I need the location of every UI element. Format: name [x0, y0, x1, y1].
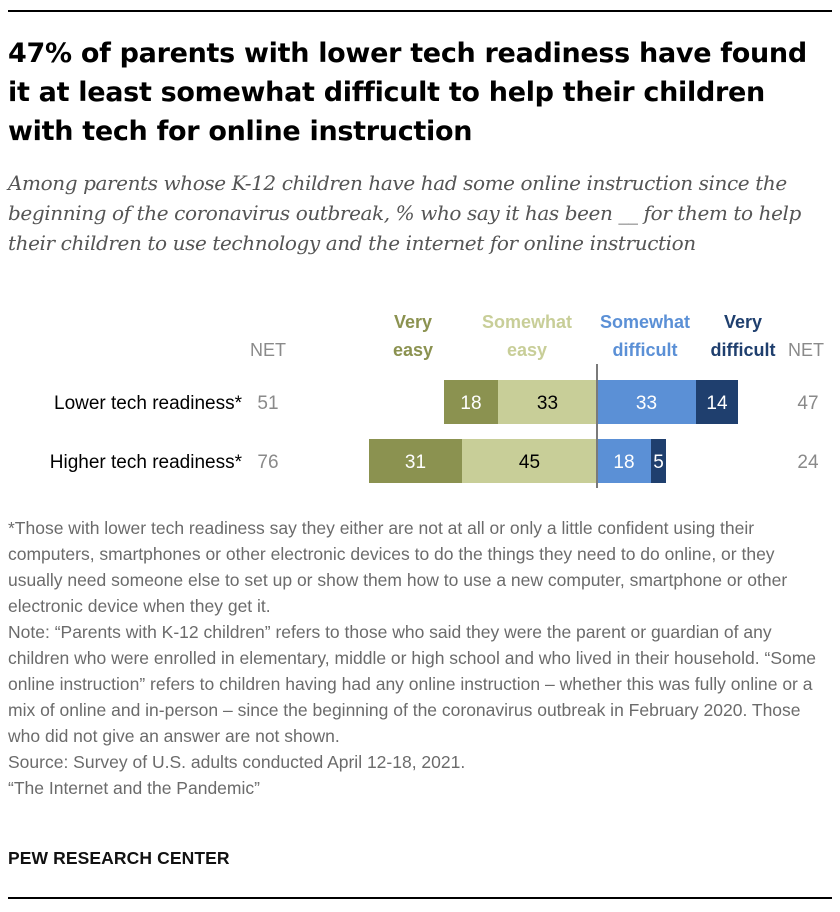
legend-item-3-line-1: Somewhat: [600, 312, 690, 332]
bar-3: [597, 380, 696, 424]
legend-item-4: Very difficult: [711, 312, 776, 360]
net-header-easy: NET: [250, 340, 286, 360]
bar-value-label: 33: [537, 393, 558, 414]
net-difficult-value: 24: [797, 452, 819, 473]
footnote-asterisk: *Those with lower tech readiness say the…: [8, 518, 788, 616]
bar-value-label: 5: [653, 452, 664, 473]
bar-1: [444, 380, 498, 424]
legend-item-4-line-1: Very: [724, 312, 762, 332]
row-2: Higher tech readiness* 76 45 31 18 5 24: [50, 439, 819, 483]
chart-subtitle: Among parents whose K-12 children have h…: [8, 171, 801, 255]
legend-item-1-line-2: easy: [393, 340, 433, 360]
net-difficult-value: 47: [797, 393, 818, 414]
net-easy-value: 51: [257, 393, 278, 414]
footnote-report: “The Internet and the Pandemic”: [8, 778, 260, 798]
bar-2: [498, 380, 597, 424]
bar-value-label: 33: [636, 393, 657, 414]
legend-item-3: Somewhat difficult: [600, 312, 690, 360]
legend-item-1-line-1: Very: [394, 312, 432, 332]
net-header-difficult: NET: [788, 340, 824, 360]
bar-value-label: 14: [706, 393, 728, 414]
brand-logo: PEW RESEARCH CENTER: [8, 848, 230, 868]
bar-2: [462, 439, 597, 483]
top-rule: [8, 10, 832, 12]
bar-1: [369, 439, 462, 483]
category-label: Lower tech readiness*: [54, 393, 243, 414]
chart-title: 47% of parents with lower tech readiness…: [8, 38, 807, 147]
bar-4: [696, 380, 738, 424]
category-label: Higher tech readiness*: [50, 452, 243, 473]
legend-item-4-line-2: difficult: [711, 340, 776, 360]
bar-value-label: 45: [519, 452, 540, 473]
legend-item-2-line-1: Somewhat: [482, 312, 572, 332]
legend-item-1: Very easy: [393, 312, 433, 360]
bar-value-label: 31: [405, 452, 426, 473]
chart-rows: Lower tech readiness* 51 33 18 33 14 47 Higher …: [50, 380, 819, 483]
footnote-note: Note: “Parents with K-12 children” refer…: [8, 622, 817, 746]
legend-item-2: Somewhat easy: [482, 312, 572, 360]
bar-4: [651, 439, 666, 483]
bar-value-label: 18: [613, 452, 634, 473]
footnotes: *Those with lower tech readiness say the…: [8, 515, 828, 801]
legend-item-3-line-2: difficult: [613, 340, 678, 360]
net-easy-value: 76: [257, 452, 278, 473]
footnote-source: Source: Survey of U.S. adults conducted …: [8, 752, 466, 772]
row-1: Lower tech readiness* 51 33 18 33 14 47: [54, 380, 819, 424]
bottom-rule: [8, 897, 832, 899]
legend-item-2-line-2: easy: [507, 340, 547, 360]
bar-value-label: 18: [460, 393, 481, 414]
bar-3: [597, 439, 651, 483]
